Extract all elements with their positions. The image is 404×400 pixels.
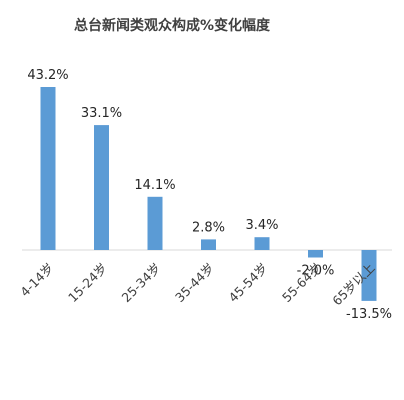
bar-15-24岁 [94,125,109,250]
bar-35-44岁 [201,239,216,250]
data-label-25-34岁: 14.1% [134,178,175,193]
x-tick-label-35-44岁: 35-44岁 [172,260,217,305]
x-tick-label-45-54岁: 45-54岁 [225,260,270,305]
bar-25-34岁 [147,196,163,250]
data-label-55-64岁: -2.0% [297,264,335,279]
bar-45-54岁 [254,237,270,250]
data-label-15-24岁: 33.1% [81,106,122,121]
bar-65岁以上 [361,250,377,301]
chart-title: 总台新闻类观众构成%变化幅度 [74,17,271,34]
data-label-4-14岁: 43.2% [27,68,68,83]
bar-4-14岁 [40,87,56,250]
x-tick-label-4-14岁: 4-14岁 [17,260,57,300]
x-tick-label-15-24岁: 15-24岁 [65,260,110,305]
bar-55-64岁 [308,250,323,258]
x-tick-label-25-34岁: 25-34岁 [118,260,163,305]
data-labels-group: 43.2% 33.1% 14.1% 2.8% 3.4% -2.0% -13.5% [27,68,392,322]
data-label-35-44岁: 2.8% [192,220,225,235]
data-label-45-54岁: 3.4% [245,218,278,233]
bars-group [40,87,377,301]
data-label-65岁以上: -13.5% [346,307,392,322]
